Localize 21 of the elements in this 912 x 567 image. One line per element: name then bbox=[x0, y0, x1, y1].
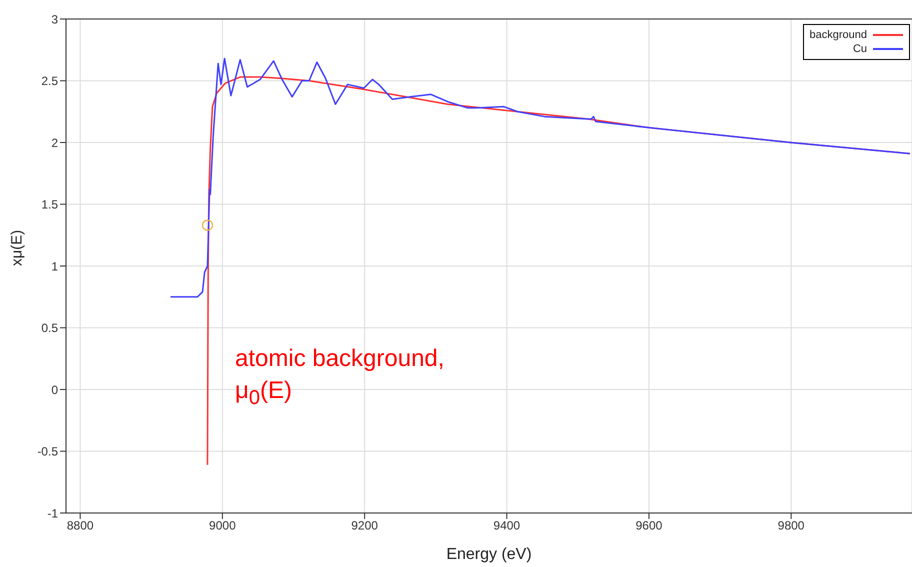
x-tick-label: 9200 bbox=[351, 518, 378, 533]
legend-label: Cu bbox=[852, 42, 867, 56]
y-tick-label: -0.5 bbox=[37, 444, 58, 459]
line-series bbox=[170, 58, 911, 298]
y-tick-label: 0.5 bbox=[41, 321, 58, 336]
y-tick-label: 2 bbox=[51, 136, 58, 150]
y-axis-title: xμ(E) bbox=[8, 230, 26, 266]
x-tick-label: 8800 bbox=[66, 518, 94, 533]
annotation: atomic background, μ$_{0}$(E) bbox=[235, 344, 444, 411]
y-tick-label: 2.5 bbox=[41, 74, 58, 88]
x-tick-label: 9800 bbox=[778, 518, 805, 533]
y-tick-label: 0 bbox=[51, 382, 58, 397]
x-tick-label: 9400 bbox=[493, 518, 520, 533]
y-tick-label: -1 bbox=[47, 506, 58, 520]
x-tick-label: 9000 bbox=[209, 518, 236, 533]
x-tick-label: 9600 bbox=[636, 518, 663, 533]
legend-label: background bbox=[810, 28, 867, 42]
y-tick-label: 1.5 bbox=[41, 198, 58, 212]
y-tick-label: 3 bbox=[51, 12, 58, 26]
y-tick-label: 1 bbox=[51, 259, 58, 274]
x-axis-title: Energy (eV) bbox=[446, 546, 532, 563]
